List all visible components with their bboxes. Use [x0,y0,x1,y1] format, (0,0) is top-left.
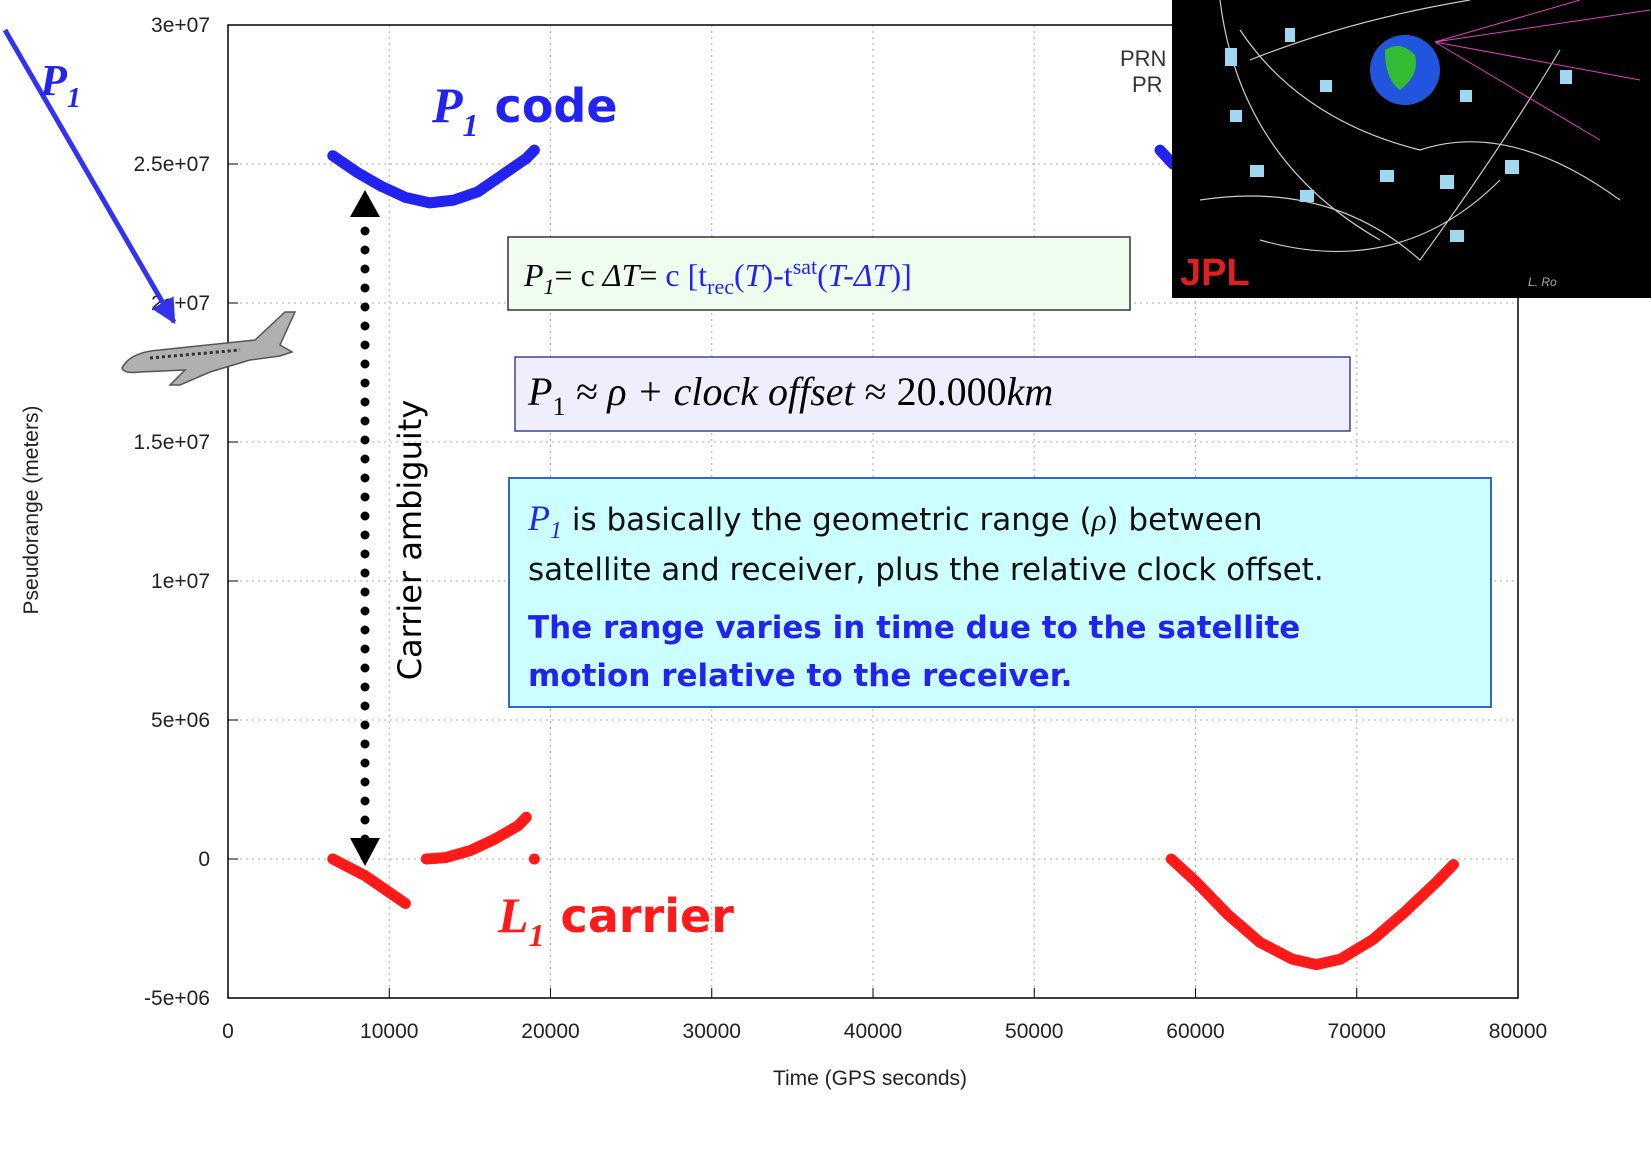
x-tick-label: 40000 [844,1020,902,1043]
image-text: PR [1132,72,1163,97]
y-tick-label: 1.5e+07 [134,431,211,454]
satellite-image: JPL L. Ro [1172,0,1651,298]
formula-box [507,236,1131,311]
note-text: motion relative to the receiver. [528,658,1072,694]
data-line [327,144,1179,209]
arrow [2,28,177,325]
note-text: satellite and receiver, plus the relativ… [528,552,1324,588]
x-tick-label: 10000 [360,1020,418,1043]
image-text: PRN [1120,46,1166,71]
image-credit: L. Ro [1528,275,1557,289]
code-label: P1 code [431,77,618,143]
plot-frame [227,24,1519,999]
y-tick-label: 3e+07 [151,14,210,37]
note-text: The range varies in time due to the sate… [528,610,1300,646]
formula-box [514,356,1351,432]
y-axis-label: Pseudorange (meters) [20,406,43,615]
note-text: P1 is basically the geometric range (ρ) … [527,498,1262,544]
y-tick-label: 2.5e+07 [134,153,211,176]
x-tick-label: 80000 [1489,1020,1547,1043]
ambiguity-label: Carrier ambiguity [391,400,429,681]
x-tick-label: 0 [222,1020,234,1043]
x-tick-label: 50000 [1005,1020,1063,1043]
x-axis-label: Time (GPS seconds) [773,1067,967,1090]
data-line [327,811,1459,971]
x-tick-label: 70000 [1328,1020,1386,1043]
y-tick-label: 1e+07 [151,570,210,593]
x-tick-label: 30000 [683,1020,741,1043]
y-tick-label: -5e+06 [144,987,210,1010]
x-tick-label: 60000 [1166,1020,1224,1043]
formula: P1= c ΔT= c [trec(T)-tsat(T-ΔT)] [523,254,912,299]
carrier-label: L1 carrier [497,887,734,953]
image-logo: JPL [1180,252,1250,294]
y-tick-label: 0 [198,848,210,871]
x-tick-label: 20000 [521,1020,579,1043]
y-tick-label: 5e+06 [151,709,210,732]
arrow-label: P1 [39,56,81,114]
airplane [121,311,297,386]
formula: P1 ≈ ρ + clock offset ≈ 20.000km [527,369,1053,421]
note-box [508,477,1492,708]
